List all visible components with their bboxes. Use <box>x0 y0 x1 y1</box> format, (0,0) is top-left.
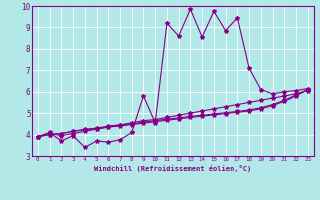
X-axis label: Windchill (Refroidissement éolien,°C): Windchill (Refroidissement éolien,°C) <box>94 165 252 172</box>
